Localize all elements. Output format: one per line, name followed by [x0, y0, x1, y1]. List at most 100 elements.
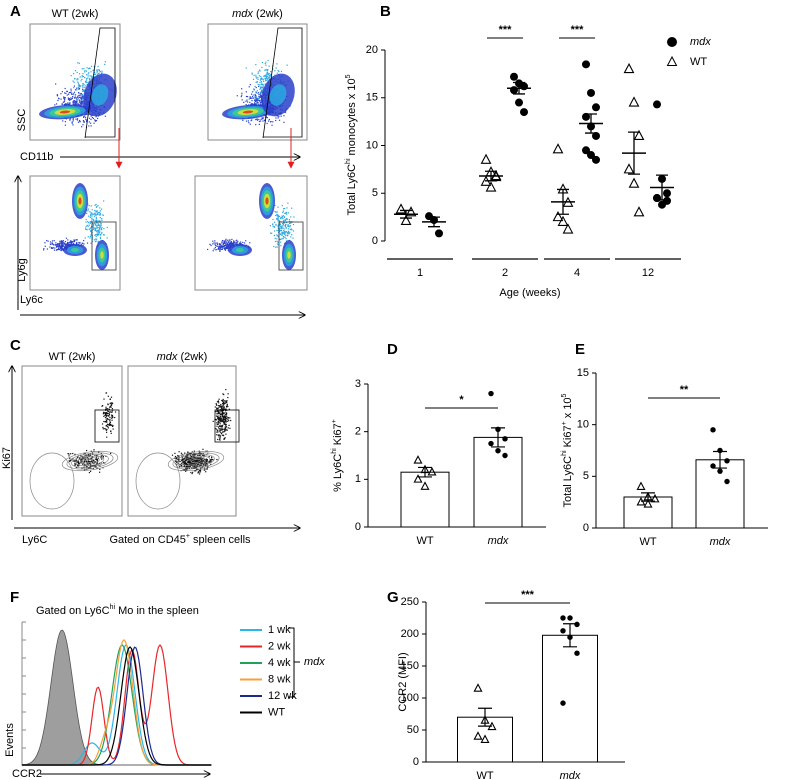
event-dot: [277, 220, 278, 221]
event-dot: [201, 459, 202, 460]
event-dot: [185, 460, 186, 461]
event-dot: [90, 221, 91, 222]
event-dot: [103, 428, 104, 429]
event-dot: [228, 241, 229, 242]
x-tick-label: WT: [416, 535, 433, 547]
event-dot: [110, 399, 111, 400]
event-dot: [80, 95, 81, 96]
y-tick-label: 2: [355, 426, 361, 438]
event-dot: [75, 101, 76, 102]
event-dot: [109, 407, 110, 408]
event-dot: [257, 77, 258, 78]
event-dot: [93, 449, 94, 450]
event-dot: [278, 116, 279, 117]
event-dot: [286, 213, 287, 214]
event-dot: [283, 122, 284, 123]
data-point: [592, 103, 600, 111]
text-segment: Gated on Ly6C: [36, 605, 110, 617]
event-dot: [106, 413, 107, 414]
event-dot: [277, 70, 278, 71]
legend-label: mdx: [690, 36, 711, 48]
event-dot: [220, 435, 221, 436]
event-dot: [284, 225, 285, 226]
event-dot: [288, 231, 289, 232]
event-dot: [52, 242, 53, 243]
event-dot: [97, 225, 98, 226]
event-dot: [70, 97, 71, 98]
event-dot: [256, 92, 257, 93]
event-dot: [223, 435, 224, 436]
event-dot: [257, 120, 258, 121]
data-point: [560, 628, 565, 633]
event-dot: [293, 224, 294, 225]
data-point: [663, 189, 671, 197]
event-dot: [221, 414, 222, 415]
event-dot: [92, 213, 93, 214]
legend-label: 4 wk: [268, 657, 291, 669]
event-dot: [215, 245, 216, 246]
event-dot: [74, 240, 75, 241]
event-dot: [224, 241, 225, 242]
event-dot: [225, 239, 226, 240]
event-dot: [78, 89, 79, 90]
data-point: [397, 204, 406, 213]
event-dot: [74, 460, 75, 461]
event-dot: [96, 228, 97, 229]
event-dot: [245, 240, 246, 241]
event-dot: [89, 211, 90, 212]
event-dot: [275, 247, 276, 248]
event-dot: [95, 215, 96, 216]
event-dot: [251, 98, 252, 99]
event-dot: [102, 427, 103, 428]
event-dot: [107, 418, 108, 419]
event-dot: [192, 472, 193, 473]
event-dot: [282, 233, 283, 234]
event-dot: [222, 435, 223, 436]
significance-label: **: [680, 384, 689, 396]
event-dot: [227, 240, 228, 241]
event-dot: [107, 426, 108, 427]
event-dot: [200, 470, 201, 471]
event-dot: [87, 221, 88, 222]
event-dot: [105, 407, 106, 408]
event-dot: [220, 436, 221, 437]
event-dot: [227, 419, 228, 420]
event-dot: [63, 242, 64, 243]
density-blob: [71, 248, 79, 252]
event-dot: [226, 416, 227, 417]
event-dot: [68, 99, 69, 100]
data-point: [520, 82, 528, 90]
event-dot: [256, 77, 257, 78]
event-dot: [212, 459, 213, 460]
event-dot: [214, 248, 215, 249]
event-dot: [274, 70, 275, 71]
event-dot: [265, 61, 266, 62]
event-dot: [272, 121, 273, 122]
event-dot: [101, 218, 102, 219]
event-dot: [225, 425, 226, 426]
event-dot: [256, 82, 257, 83]
event-dot: [226, 241, 227, 242]
event-dot: [84, 115, 85, 116]
event-dot: [225, 240, 226, 241]
event-dot: [102, 423, 103, 424]
event-dot: [248, 122, 249, 123]
event-dot: [100, 210, 101, 211]
event-dot: [286, 227, 287, 228]
event-dot: [216, 432, 217, 433]
event-dot: [97, 213, 98, 214]
event-dot: [84, 77, 85, 78]
event-dot: [241, 96, 242, 97]
event-dot: [98, 69, 99, 70]
event-dot: [223, 407, 224, 408]
event-dot: [60, 250, 61, 251]
event-dot: [227, 421, 228, 422]
event-dot: [54, 104, 55, 105]
event-dot: [99, 229, 100, 230]
event-dot: [226, 402, 227, 403]
event-dot: [103, 421, 104, 422]
event-dot: [218, 412, 219, 413]
event-dot: [78, 122, 79, 123]
event-dot: [74, 241, 75, 242]
